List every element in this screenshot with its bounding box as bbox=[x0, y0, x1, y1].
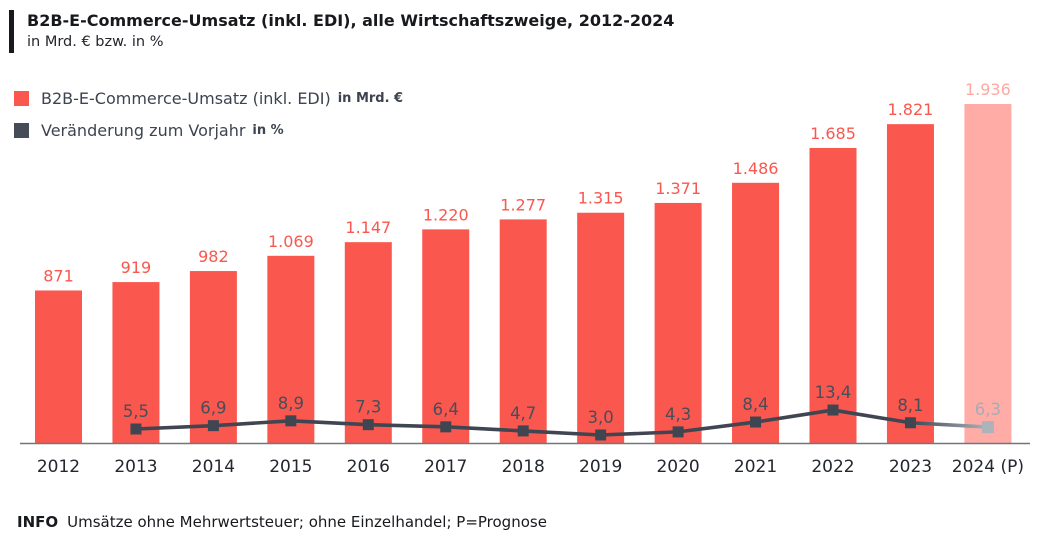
pct-label: 6,3 bbox=[975, 400, 1001, 419]
trend-marker bbox=[130, 423, 142, 435]
bar bbox=[344, 242, 392, 443]
page-title: B2B-E-Commerce-Umsatz (inkl. EDI), alle … bbox=[27, 11, 675, 30]
bar-value-label: 1.821 bbox=[888, 100, 934, 119]
trend-marker bbox=[517, 425, 529, 437]
trend-marker bbox=[750, 416, 762, 428]
bar-value-label: 1.936 bbox=[965, 80, 1011, 99]
pct-label: 7,3 bbox=[355, 398, 381, 417]
bar bbox=[422, 229, 470, 443]
trend-marker bbox=[440, 421, 452, 433]
bar-value-label: 1.371 bbox=[655, 179, 701, 198]
bar bbox=[809, 147, 857, 444]
bar bbox=[499, 219, 547, 443]
bar-value-label: 1.685 bbox=[810, 124, 856, 143]
header: B2B-E-Commerce-Umsatz (inkl. EDI), alle … bbox=[9, 10, 675, 54]
bar-forecast bbox=[964, 104, 1012, 443]
x-axis-label: 2021 bbox=[734, 457, 777, 477]
info-label: INFO bbox=[17, 513, 59, 531]
legend-label: B2B-E-Commerce-Umsatz (inkl. EDI) bbox=[41, 89, 331, 108]
footer-text: Umsätze ohne Mehrwertsteuer; ohne Einzel… bbox=[67, 513, 547, 531]
bar-value-label: 919 bbox=[121, 258, 152, 277]
bar bbox=[35, 290, 82, 443]
pct-label: 8,9 bbox=[278, 394, 304, 413]
trend-marker bbox=[904, 417, 916, 429]
revenue-swatch-icon bbox=[14, 91, 29, 106]
pct-label: 8,4 bbox=[742, 395, 768, 414]
pct-label: 6,4 bbox=[433, 400, 459, 419]
bar bbox=[732, 182, 780, 444]
x-axis-label: 2015 bbox=[269, 457, 312, 477]
pct-label: 4,3 bbox=[665, 405, 691, 424]
bar-value-label: 871 bbox=[43, 266, 74, 285]
legend-unit: in Mrd. € bbox=[337, 91, 404, 106]
pct-label: 4,7 bbox=[510, 404, 536, 423]
bar-value-label: 1.069 bbox=[268, 232, 314, 251]
pct-label: 8,1 bbox=[897, 396, 923, 415]
change-swatch-icon bbox=[14, 123, 29, 138]
trend-marker bbox=[207, 420, 219, 432]
bar bbox=[267, 255, 315, 443]
x-axis-label: 2023 bbox=[889, 457, 932, 477]
legend-item-revenue: B2B-E-Commerce-Umsatz (inkl. EDI) in Mrd… bbox=[14, 89, 403, 108]
x-axis-label: 2013 bbox=[114, 457, 157, 477]
trend-marker bbox=[362, 419, 374, 431]
legend-item-change: Veränderung zum Vorjahr in % bbox=[14, 121, 403, 140]
bar bbox=[886, 124, 934, 444]
x-axis-label: 2017 bbox=[424, 457, 467, 477]
bar bbox=[112, 282, 160, 443]
bar-value-label: 1.315 bbox=[578, 189, 624, 208]
bar bbox=[654, 202, 702, 443]
legend-label: Veränderung zum Vorjahr bbox=[41, 121, 246, 140]
bar-value-label: 1.486 bbox=[733, 159, 779, 178]
trend-marker-forecast bbox=[981, 421, 994, 434]
bar-value-label: 1.277 bbox=[500, 195, 546, 214]
pct-label: 13,4 bbox=[815, 383, 852, 402]
x-axis-label: 2018 bbox=[502, 457, 545, 477]
trend-marker bbox=[827, 404, 839, 416]
x-axis-label: 2014 bbox=[192, 457, 235, 477]
pct-label: 6,9 bbox=[200, 399, 226, 418]
legend-unit: in % bbox=[252, 123, 284, 138]
x-axis-label: 2022 bbox=[811, 457, 854, 477]
bar-value-label: 1.147 bbox=[345, 218, 391, 237]
bar bbox=[577, 212, 625, 443]
x-axis-label: 2019 bbox=[579, 457, 622, 477]
footer-note: INFO Umsätze ohne Mehrwertsteuer; ohne Ei… bbox=[17, 513, 547, 531]
pct-label: 3,0 bbox=[588, 408, 614, 427]
trend-line-forecast bbox=[910, 420, 989, 429]
x-axis-label: 2024 (P) bbox=[952, 457, 1024, 477]
pct-label: 5,5 bbox=[123, 402, 149, 421]
trend-marker bbox=[285, 415, 297, 427]
bar-value-label: 1.220 bbox=[423, 205, 469, 224]
x-axis-label: 2016 bbox=[347, 457, 390, 477]
trend-marker bbox=[595, 429, 607, 441]
trend-marker bbox=[672, 426, 684, 438]
legend: B2B-E-Commerce-Umsatz (inkl. EDI) in Mrd… bbox=[14, 89, 403, 140]
bar bbox=[189, 271, 237, 443]
page-subtitle: in Mrd. € bzw. in % bbox=[27, 34, 164, 50]
x-axis-label: 2020 bbox=[656, 457, 699, 477]
bar-value-label: 982 bbox=[198, 247, 229, 266]
x-axis-label: 2012 bbox=[37, 457, 80, 477]
